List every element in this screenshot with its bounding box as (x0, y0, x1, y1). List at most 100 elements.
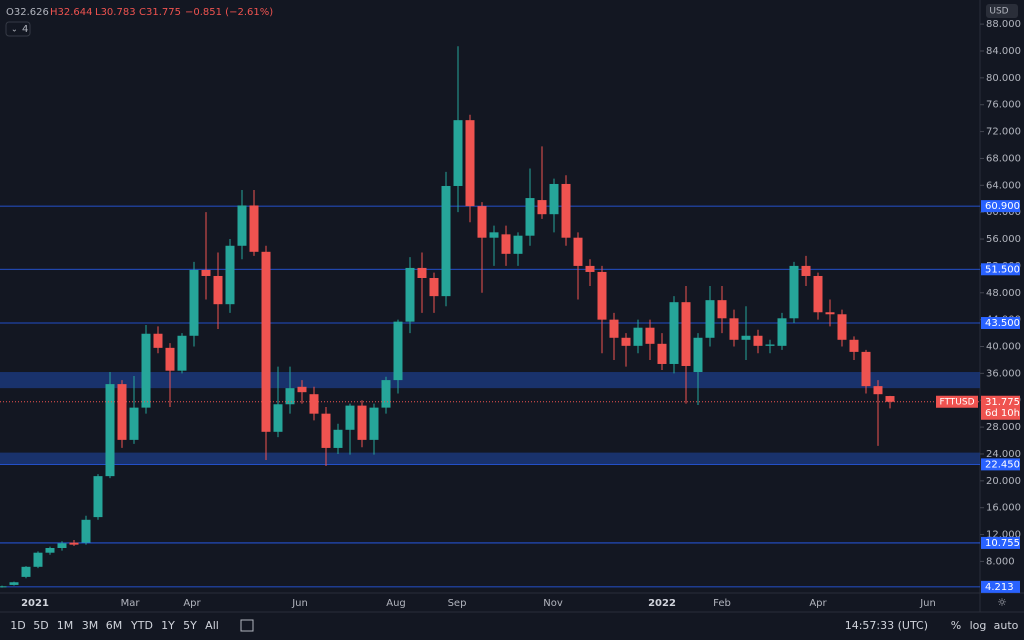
zone (0, 452, 980, 465)
x-tick-label: 2022 (648, 598, 676, 609)
candle-body (717, 300, 727, 319)
candle-body (213, 275, 223, 305)
x-tick-label: Jun (291, 598, 308, 609)
level-label: 4.213 (985, 582, 1014, 593)
candle-body (57, 543, 67, 548)
settings-icon[interactable]: ☼ (997, 596, 1007, 609)
level-label: 60.900 (985, 201, 1020, 212)
candle-body (141, 333, 151, 408)
indicator-box[interactable] (5, 21, 31, 37)
indicator-count: 4 (22, 24, 28, 35)
range-button[interactable]: 3M (82, 619, 99, 632)
candle-body (477, 206, 487, 238)
candle-body (153, 333, 163, 348)
x-tick-label: Mar (121, 598, 141, 609)
candle-body (393, 321, 403, 381)
level-label-bg (981, 580, 1020, 593)
candle-body (309, 394, 319, 414)
calendar-icon[interactable] (240, 619, 254, 632)
x-tick-label: Feb (713, 598, 731, 609)
percent-button[interactable]: % (951, 619, 961, 632)
range-button[interactable]: 5Y (183, 619, 197, 632)
level-label-bg (981, 458, 1020, 471)
y-tick-label: 8.000 (986, 556, 1015, 567)
range-button[interactable]: YTD (130, 619, 153, 632)
level-label: 22.450 (985, 459, 1020, 470)
candle-body (405, 267, 415, 322)
candle-body (273, 404, 283, 432)
candle-body (561, 183, 571, 238)
range-button[interactable]: 6M (106, 619, 123, 632)
x-tick-label: Sep (448, 598, 467, 609)
candle-body (573, 237, 583, 266)
candle-body (21, 566, 31, 577)
legend-change: −0.851 (−2.61%) (185, 7, 273, 18)
y-tick-label: 64.000 (986, 180, 1021, 191)
candle-body (165, 347, 175, 371)
range-button[interactable]: 5D (33, 619, 48, 632)
log-button[interactable]: log (970, 619, 987, 632)
candle-body (705, 300, 715, 338)
candle-body (669, 302, 679, 364)
candle-body (513, 235, 523, 254)
y-tick-label: 48.000 (986, 288, 1021, 299)
y-tick-label: 24.000 (986, 449, 1021, 460)
candle-body (333, 429, 343, 448)
y-tick-label: 12.000 (986, 530, 1021, 541)
candle-body (453, 120, 463, 186)
candle-body (93, 476, 103, 518)
range-button[interactable]: 1Y (161, 619, 175, 632)
y-tick-label: 88.000 (986, 19, 1021, 30)
candle-body (81, 519, 91, 543)
candle-body (501, 234, 511, 254)
candle-body (861, 351, 871, 387)
x-tick-label: Apr (809, 598, 827, 609)
candle-body (33, 552, 43, 567)
candle-body (201, 269, 211, 276)
candle-body (597, 271, 607, 320)
last-price-bg (981, 395, 1020, 420)
range-button[interactable]: All (205, 619, 219, 632)
x-tick-label: 2021 (21, 598, 49, 609)
y-tick-label: 76.000 (986, 100, 1021, 111)
zone (0, 372, 980, 389)
candle-body (549, 183, 559, 215)
candle-body (441, 185, 451, 297)
x-tick-label: Aug (386, 598, 406, 609)
legend-close: C31.775 (139, 7, 181, 18)
x-tick-label: Apr (183, 598, 201, 609)
currency[interactable]: USD (989, 7, 1008, 17)
y-tick-label: 80.000 (986, 73, 1021, 84)
candle-body (369, 407, 379, 440)
candle-body (465, 120, 475, 207)
candle-body (105, 384, 115, 477)
clock: 14:57:33 (UTC) (845, 619, 928, 632)
level-label: 43.500 (985, 318, 1020, 329)
chevron: ⌄ (11, 25, 18, 34)
candle-body (585, 265, 595, 272)
y-tick-label: 68.000 (986, 153, 1021, 164)
range-button[interactable]: 1M (57, 619, 74, 632)
candle-body (741, 335, 751, 340)
candle-body (117, 384, 127, 440)
legend-high: H32.644 (50, 7, 93, 18)
candle-body (633, 327, 643, 346)
range-button[interactable]: 1D (10, 619, 25, 632)
currency-box[interactable] (986, 4, 1018, 18)
auto-button[interactable]: auto (994, 619, 1019, 632)
candle-body (69, 542, 79, 545)
candle-body (129, 407, 139, 440)
level-label-bg (981, 263, 1020, 276)
level-label-bg (981, 317, 1020, 329)
candle-body (753, 335, 763, 346)
candle-body (357, 405, 367, 440)
candle-body (189, 269, 199, 336)
candle-body (381, 380, 391, 408)
y-tick-label: 16.000 (986, 503, 1021, 514)
candle-body (285, 388, 295, 405)
last-price-label: 31.775 (985, 397, 1020, 408)
candle-body (45, 548, 55, 553)
level-label-bg (981, 536, 1020, 549)
